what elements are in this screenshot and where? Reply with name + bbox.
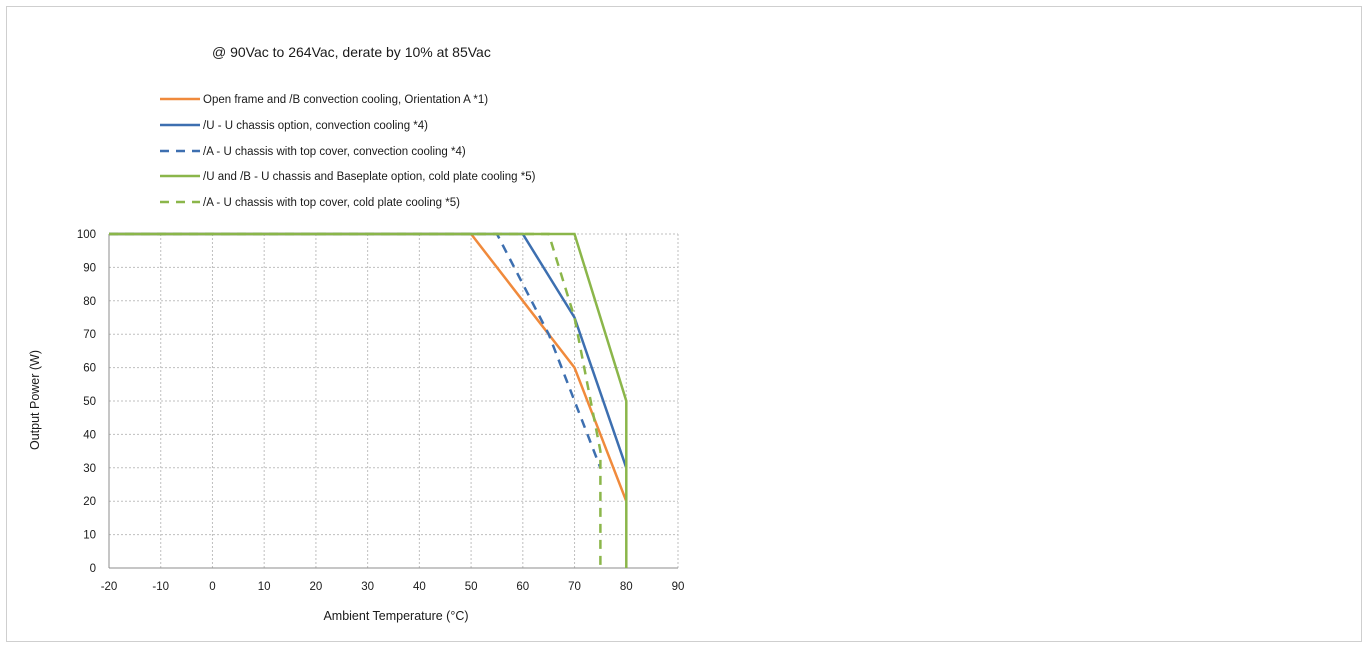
x-axis-label: Ambient Temperature (°C) bbox=[323, 609, 468, 623]
legend-label-4: /U and /B - U chassis and Baseplate opti… bbox=[203, 171, 536, 183]
y-tick-label: 100 bbox=[77, 229, 96, 241]
x-tick-label: -10 bbox=[152, 581, 169, 593]
legend-label-3: /A - U chassis with top cover, convectio… bbox=[203, 146, 466, 158]
series-lines bbox=[109, 232, 628, 568]
legend-label-2: /U - U chassis option, convection coolin… bbox=[203, 120, 428, 132]
x-tick-label: 60 bbox=[516, 581, 529, 593]
y-tick-label: 90 bbox=[83, 262, 96, 274]
y-axis-label: Output Power (W) bbox=[28, 350, 42, 450]
y-tick-label: 50 bbox=[83, 396, 96, 408]
x-tick-label: 30 bbox=[361, 581, 374, 593]
x-tick-label: 50 bbox=[465, 581, 478, 593]
y-tick-label: 70 bbox=[83, 329, 96, 341]
legend: Open frame and /B convection cooling, Or… bbox=[160, 94, 536, 209]
legend-label-1: Open frame and /B convection cooling, Or… bbox=[203, 94, 488, 106]
x-tick-label: 90 bbox=[672, 581, 685, 593]
x-tick-label: 70 bbox=[568, 581, 581, 593]
y-tick-label: 0 bbox=[90, 563, 96, 575]
y-tick-label: 60 bbox=[83, 363, 96, 375]
series-line-5 bbox=[109, 232, 602, 568]
y-tick-label: 30 bbox=[83, 463, 96, 475]
x-tick-label: 10 bbox=[258, 581, 271, 593]
y-tick-labels: 0 10 20 30 40 50 60 70 80 90 100 bbox=[77, 229, 96, 575]
y-tick-label: 80 bbox=[83, 296, 96, 308]
chart-title: @ 90Vac to 264Vac, derate by 10% at 85Va… bbox=[212, 44, 491, 60]
series-line-3 bbox=[109, 232, 602, 469]
x-tick-label: 80 bbox=[620, 581, 633, 593]
x-tick-label: -20 bbox=[101, 581, 118, 593]
y-tick-label: 40 bbox=[83, 429, 96, 441]
grid bbox=[108, 233, 679, 569]
chart-frame bbox=[6, 6, 1362, 642]
x-tick-labels: -20 -10 0 10 20 30 40 50 60 70 80 90 bbox=[101, 581, 685, 593]
x-tick-label: 0 bbox=[209, 581, 215, 593]
y-tick-label: 10 bbox=[83, 530, 96, 542]
x-tick-label: 40 bbox=[413, 581, 426, 593]
y-tick-label: 20 bbox=[83, 496, 96, 508]
legend-label-5: /A - U chassis with top cover, cold plat… bbox=[203, 197, 460, 209]
x-tick-label: 20 bbox=[310, 581, 323, 593]
